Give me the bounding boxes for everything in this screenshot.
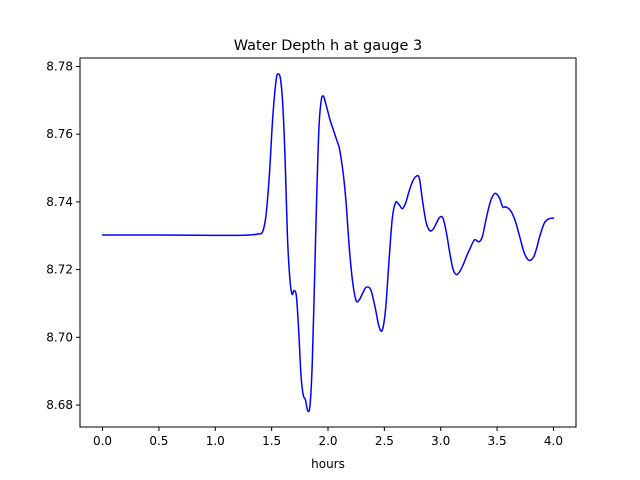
x-tick-label: 1.0: [206, 434, 225, 448]
x-tick-label: 0.0: [93, 434, 112, 448]
series-line-0: [101, 73, 555, 413]
y-tick-label: 8.78: [46, 59, 73, 73]
x-tick-label: 2.0: [318, 434, 337, 448]
x-tick-label: 3.0: [431, 434, 450, 448]
y-tick-label: 8.72: [46, 263, 73, 277]
y-tick-label: 8.76: [46, 127, 73, 141]
plot-area: [101, 73, 555, 413]
x-tick-label: 2.5: [375, 434, 394, 448]
y-tick-label: 8.68: [46, 398, 73, 412]
x-tick-label: 4.0: [544, 434, 563, 448]
axes-frame: [79, 57, 577, 428]
x-tick-label: 0.5: [149, 434, 168, 448]
y-tick-label: 8.70: [46, 330, 73, 344]
ticks-layer: 0.0 0.5 1.0 1.5 2.0 2.5 3.0 3.5 4.0 8.68 8.70 8.72 8…: [46, 59, 563, 448]
x-axis-label: hours: [311, 457, 345, 471]
y-tick-label: 8.74: [46, 195, 73, 209]
x-tick-label: 1.5: [262, 434, 281, 448]
x-tick-label: 3.5: [488, 434, 507, 448]
chart-title: Water Depth h at gauge 3: [234, 38, 422, 54]
